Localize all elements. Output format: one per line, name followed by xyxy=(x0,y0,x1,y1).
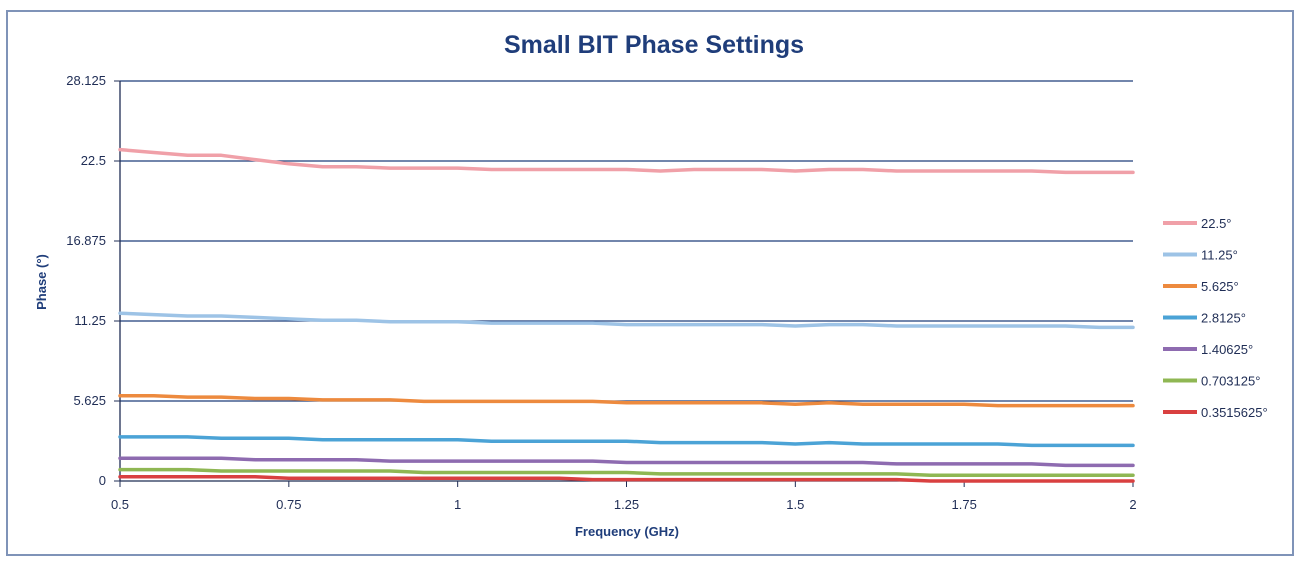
x-tick-label: 1.75 xyxy=(952,497,977,512)
series-line-4 xyxy=(118,456,1135,468)
series-line-5 xyxy=(118,467,1135,478)
x-tick-label: 0.75 xyxy=(276,497,301,512)
chart-title: Small BIT Phase Settings xyxy=(504,31,804,59)
y-tick-label: 28.125 xyxy=(66,73,106,88)
y-tick-label: 22.5 xyxy=(81,153,106,168)
x-tick-label: 1.25 xyxy=(614,497,639,512)
y-tick-label: 5.625 xyxy=(73,393,106,408)
series-line-6 xyxy=(118,474,1135,483)
y-tick-label: 16.875 xyxy=(66,233,106,248)
grid-lines xyxy=(120,80,1133,402)
series-line-3 xyxy=(118,435,1135,448)
series-line-0 xyxy=(118,147,1135,175)
legend-label: 11.25° xyxy=(1201,248,1238,263)
legend-label: 5.625° xyxy=(1201,279,1239,294)
y-axis-title: Phase (°) xyxy=(34,254,49,310)
legend-label: 0.3515625° xyxy=(1201,405,1268,420)
legend-label: 2.8125° xyxy=(1201,311,1246,326)
x-tick-label: 2 xyxy=(1129,497,1136,512)
y-tick-label: 11.25 xyxy=(74,313,106,328)
series-lines xyxy=(118,147,1135,483)
legend: 22.5° 11.25° 5.625° 2.8125° 1.40625° 0.703125… xyxy=(1163,216,1268,420)
y-tick-label: 0 xyxy=(99,473,106,488)
series-line-1 xyxy=(118,311,1135,330)
x-tick-label: 0.5 xyxy=(111,497,129,512)
x-axis-title: Frequency (GHz) xyxy=(575,524,679,539)
axes xyxy=(114,80,1134,487)
x-tick-label: 1 xyxy=(454,497,461,512)
legend-label: 0.703125° xyxy=(1201,374,1260,389)
legend-label: 1.40625° xyxy=(1201,342,1253,357)
series-line-2 xyxy=(118,393,1135,408)
x-tick-label: 1.5 xyxy=(786,497,804,512)
legend-label: 22.5° xyxy=(1201,216,1232,231)
